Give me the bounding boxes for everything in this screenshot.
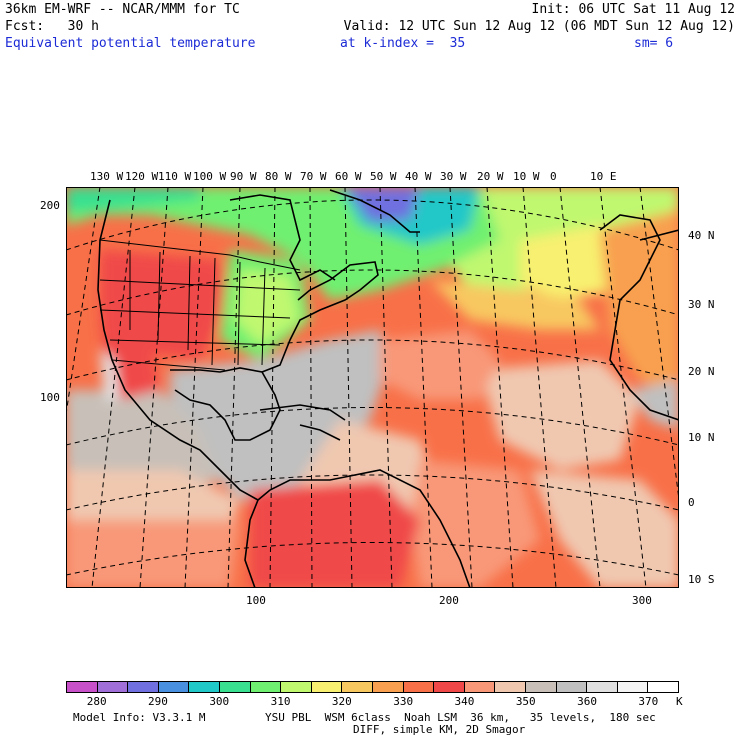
color-bar [66,681,679,693]
longitude-label: 50 W [370,170,397,183]
borders [99,239,301,371]
color-swatch [311,682,343,692]
color-bar-label: 350 [515,695,536,708]
map-field [66,187,679,588]
longitude-label: 110 W [158,170,192,183]
forecast-hour: Fcst: 30 h [5,19,99,34]
color-swatch [342,682,373,692]
color-bar-label: 290 [148,695,168,708]
color-swatch [281,682,312,692]
color-swatch [97,682,129,692]
color-swatch [434,682,465,692]
init-time: Init: 06 UTC Sat 11 Aug 12 [531,2,736,17]
color-swatch [617,682,649,692]
color-swatch [495,682,526,692]
color-swatch [525,682,557,692]
latitude-label: 40 N [688,229,715,242]
color-swatch [403,682,435,692]
latitude-label: 20 N [688,365,715,378]
color-swatch [556,682,588,692]
color-swatch [648,682,678,692]
color-bar-label: 340 [454,695,475,708]
x-grid-label: 100 [246,594,266,607]
coastlines [97,189,679,588]
longitude-label: 130 W [90,170,124,183]
longitude-label: 10 W [513,170,540,183]
color-swatch [464,682,496,692]
longitude-label: 40 W [405,170,432,183]
color-swatch [189,682,220,692]
model-title: 36km EM-WRF -- NCAR/MMM for TC [5,2,240,17]
longitude-label: 100 W [193,170,227,183]
y-grid-label: 100 [40,391,60,404]
color-swatch [67,682,98,692]
color-swatch [250,682,282,692]
graticule [66,187,679,588]
longitude-label: 80 W [265,170,292,183]
color-swatch [158,682,190,692]
color-bar-label: 310 [270,695,291,708]
y-grid-label: 200 [40,199,60,212]
color-swatch [219,682,251,692]
latitude-label: 10 N [688,431,715,444]
color-bar-label: 360 [577,695,597,708]
level-info: at k-index = 35 [340,36,466,51]
longitude-label: 120 W [125,170,159,183]
physics-info: YSU PBL WSM 6class Noah LSM 36 km, 35 le… [265,711,656,724]
latitude-label: 0 [688,496,695,509]
latitude-label: 10 S [688,573,715,586]
longitude-label: 70 W [300,170,327,183]
color-bar-unit: K [676,695,683,708]
color-bar-label: 320 [331,695,352,708]
longitude-label: 60 W [335,170,362,183]
map-canvas [66,187,679,588]
longitude-label: 10 E [590,170,617,183]
longitude-label: 20 W [477,170,504,183]
longitude-label: 30 W [440,170,467,183]
field-name: Equivalent potential temperature [5,36,256,51]
color-swatch [372,682,404,692]
x-grid-label: 200 [439,594,459,607]
valid-time: Valid: 12 UTC Sun 12 Aug 12 (06 MDT Sun … [343,19,735,34]
latitude-label: 30 N [688,298,715,311]
smoothing-info: sm= 6 [634,36,674,51]
color-bar-label: 370 [638,695,659,708]
x-grid-label: 300 [632,594,652,607]
longitude-label: 0 [550,170,557,183]
color-bar-label: 300 [209,695,230,708]
diffusion-info: DIFF, simple KM, 2D Smagor [353,723,526,736]
color-swatch [128,682,159,692]
color-bar-label: 330 [393,695,414,708]
color-swatch [587,682,618,692]
color-bar-label: 280 [86,695,107,708]
longitude-label: 90 W [230,170,257,183]
model-info: Model Info: V3.3.1 M [73,711,206,724]
